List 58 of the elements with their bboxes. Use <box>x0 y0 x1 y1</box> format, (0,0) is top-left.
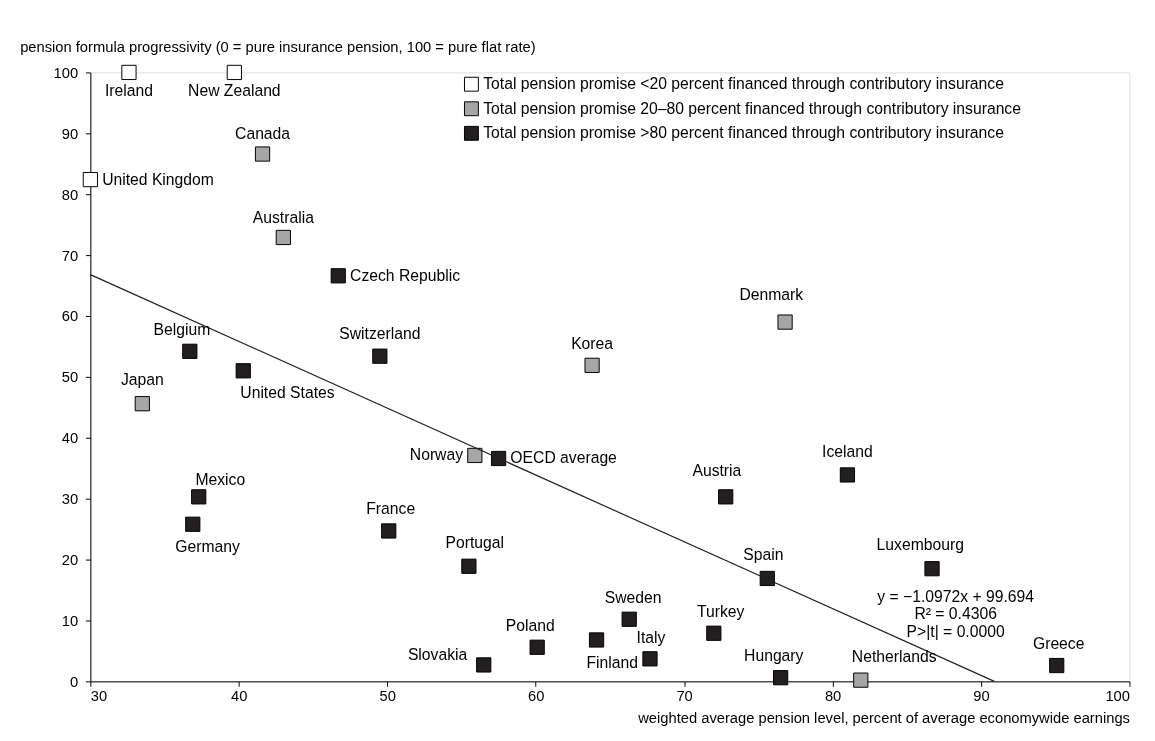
legend-label: Total pension promise 20–80 percent financed through contributory insurance <box>483 99 1022 117</box>
legend-label: Total pension promise <20 percent financed through contributory insurance <box>483 75 1005 93</box>
annotation: Luxembourg <box>876 536 964 554</box>
annotation: Portugal <box>445 533 505 551</box>
annotation: Poland <box>505 616 555 634</box>
annotation: Norway <box>409 446 464 464</box>
y-tick-label: 80 <box>61 186 79 203</box>
annotation: Turkey <box>696 602 745 620</box>
annotation: Ireland <box>104 82 153 99</box>
annotation: Iceland <box>822 443 873 461</box>
x-tick-label: 30 <box>90 687 108 704</box>
annotation: P>|t| = 0.0000 <box>906 623 1005 641</box>
y-axis-title: pension formula progressivity (0 = pure insurance pension, 100 = pure flat rate) <box>20 39 536 56</box>
y-tick-label: 100 <box>53 64 79 81</box>
annotation: Hungary <box>744 647 804 665</box>
y-tick-label: 0 <box>69 673 79 690</box>
annotation: Japan <box>120 371 164 389</box>
y-tick-label: 90 <box>61 125 79 142</box>
annotation: Korea <box>571 334 614 352</box>
annotation: OECD average <box>510 449 618 467</box>
annotation: Belgium <box>153 320 211 338</box>
annotation: Australia <box>252 208 315 226</box>
annotation: Italy <box>636 629 666 647</box>
y-tick-label: 20 <box>61 551 79 568</box>
annotation: Canada <box>235 125 291 143</box>
x-axis-title: weighted average pension level, percent of average economywide earnings <box>637 710 1130 727</box>
x-tick-label: 70 <box>676 687 693 704</box>
annotation: France <box>366 500 416 518</box>
annotation: y = −1.0972x + 99.694 <box>877 587 1035 605</box>
annotation: Mexico <box>195 471 246 489</box>
annotation: United States <box>240 384 335 402</box>
y-tick-label: 30 <box>61 491 79 508</box>
annotation: Switzerland <box>339 325 421 343</box>
annotation: New Zealand <box>188 82 281 99</box>
annotation: Austria <box>692 462 742 480</box>
annotation: Sweden <box>604 588 662 606</box>
annotation: Slovakia <box>407 646 468 664</box>
annotation: Germany <box>175 537 240 555</box>
annotation: Denmark <box>739 285 804 303</box>
annotation: Greece <box>1032 634 1085 652</box>
y-tick-label: 10 <box>61 612 79 629</box>
x-tick-label: 50 <box>379 687 396 704</box>
y-tick-label: 40 <box>61 430 79 447</box>
x-tick-label: 60 <box>527 687 545 704</box>
x-tick-label: 80 <box>824 687 842 704</box>
x-tick-label: 100 <box>1105 687 1130 704</box>
annotation: United Kingdom <box>102 170 214 188</box>
annotation: R² = 0.4306 <box>914 605 998 623</box>
annotation: Czech Republic <box>350 266 461 284</box>
annotation: Netherlands <box>851 648 937 666</box>
y-tick-label: 70 <box>61 247 79 264</box>
y-tick-label: 50 <box>61 369 79 386</box>
legend-label: Total pension promise >80 percent financed through contributory insurance <box>483 124 1005 142</box>
x-tick-label: 40 <box>231 687 248 704</box>
y-tick-label: 60 <box>61 308 79 325</box>
annotation: Spain <box>743 545 784 563</box>
annotation: Finland <box>586 654 639 672</box>
x-tick-label: 90 <box>973 687 990 704</box>
